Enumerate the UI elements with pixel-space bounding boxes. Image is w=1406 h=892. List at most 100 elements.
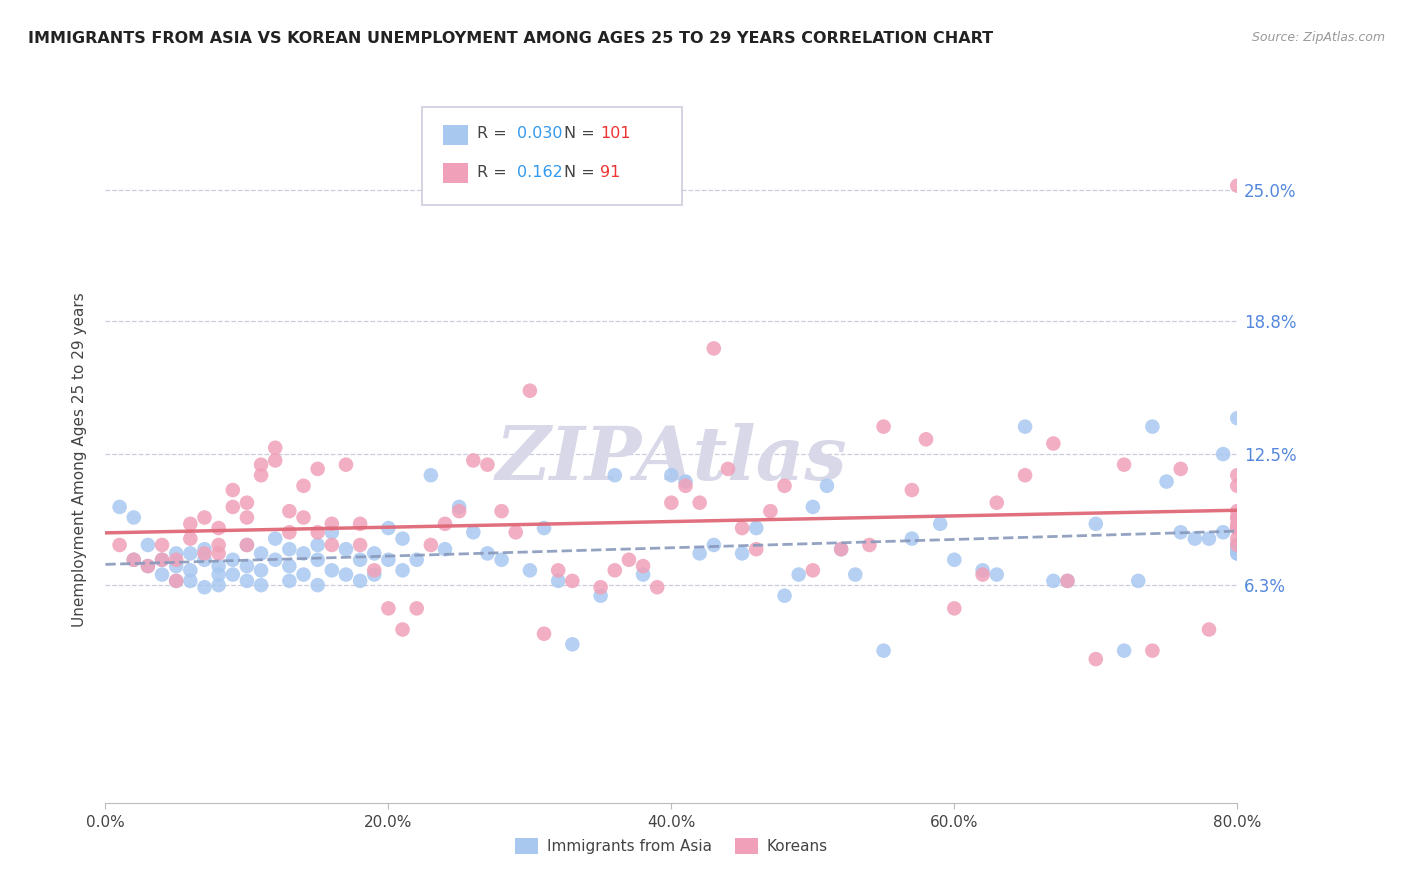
Point	[179, 563, 201, 577]
Point	[122, 553, 145, 567]
Point	[759, 504, 782, 518]
Point	[561, 574, 583, 588]
Y-axis label: Unemployment Among Ages 25 to 29 years: Unemployment Among Ages 25 to 29 years	[72, 292, 87, 627]
Point	[1226, 538, 1249, 552]
Point	[321, 538, 343, 552]
Point	[165, 574, 187, 588]
Point	[208, 521, 231, 535]
Point	[1226, 510, 1249, 524]
Point	[547, 574, 569, 588]
Point	[745, 542, 768, 557]
Point	[872, 643, 894, 657]
Point	[292, 510, 315, 524]
Point	[405, 553, 427, 567]
Point	[165, 574, 187, 588]
Point	[391, 532, 413, 546]
Point	[801, 563, 824, 577]
Text: ZIPAtlas: ZIPAtlas	[495, 423, 848, 496]
Point	[1156, 475, 1178, 489]
Point	[801, 500, 824, 514]
Point	[377, 553, 399, 567]
Point	[717, 462, 740, 476]
Point	[278, 542, 301, 557]
Point	[533, 626, 555, 640]
Point	[773, 479, 796, 493]
Point	[292, 567, 315, 582]
Point	[731, 521, 754, 535]
Point	[1142, 419, 1164, 434]
Point	[349, 553, 371, 567]
Point	[1128, 574, 1150, 588]
Point	[321, 563, 343, 577]
Point	[1226, 538, 1249, 552]
Point	[307, 538, 329, 552]
Point	[250, 458, 273, 472]
Point	[603, 468, 626, 483]
Point	[491, 504, 513, 518]
Point	[972, 567, 994, 582]
Point	[731, 546, 754, 560]
Point	[136, 559, 159, 574]
Point	[179, 574, 201, 588]
Point	[1112, 458, 1135, 472]
Point	[986, 567, 1008, 582]
Point	[1226, 516, 1249, 531]
Point	[589, 589, 612, 603]
Point	[433, 516, 456, 531]
Point	[335, 542, 357, 557]
Point	[193, 542, 215, 557]
Point	[391, 563, 413, 577]
Point	[236, 574, 259, 588]
Point	[307, 462, 329, 476]
Point	[222, 567, 245, 582]
Point	[208, 546, 231, 560]
Point	[349, 574, 371, 588]
Point	[1198, 532, 1220, 546]
Point	[645, 580, 668, 594]
Point	[1226, 521, 1249, 535]
Point	[943, 553, 966, 567]
Point	[1198, 623, 1220, 637]
Point	[1014, 419, 1036, 434]
Text: N =: N =	[564, 165, 605, 179]
Point	[179, 532, 201, 546]
Text: R =: R =	[477, 127, 512, 141]
Point	[1226, 504, 1249, 518]
Point	[264, 441, 287, 455]
Point	[1014, 468, 1036, 483]
Point	[1226, 510, 1249, 524]
Point	[561, 637, 583, 651]
Point	[1226, 479, 1249, 493]
Point	[377, 521, 399, 535]
Point	[236, 538, 259, 552]
Point	[463, 453, 485, 467]
Point	[745, 521, 768, 535]
Point	[193, 580, 215, 594]
Point	[208, 559, 231, 574]
Point	[349, 538, 371, 552]
Point	[1212, 525, 1234, 540]
Point	[1170, 462, 1192, 476]
Point	[292, 546, 315, 560]
Point	[901, 483, 924, 497]
Point	[363, 546, 385, 560]
Point	[1084, 516, 1107, 531]
Point	[264, 553, 287, 567]
Point	[278, 525, 301, 540]
Point	[122, 510, 145, 524]
Point	[703, 538, 725, 552]
Point	[815, 479, 838, 493]
Point	[1112, 643, 1135, 657]
Text: N =: N =	[564, 127, 600, 141]
Text: IMMIGRANTS FROM ASIA VS KOREAN UNEMPLOYMENT AMONG AGES 25 TO 29 YEARS CORRELATIO: IMMIGRANTS FROM ASIA VS KOREAN UNEMPLOYM…	[28, 31, 993, 46]
Point	[1226, 521, 1249, 535]
Point	[236, 496, 259, 510]
Point	[136, 538, 159, 552]
Point	[617, 553, 640, 567]
Point	[150, 538, 173, 552]
Point	[419, 468, 441, 483]
Point	[519, 384, 541, 398]
Point	[1084, 652, 1107, 666]
Point	[250, 563, 273, 577]
Point	[519, 563, 541, 577]
